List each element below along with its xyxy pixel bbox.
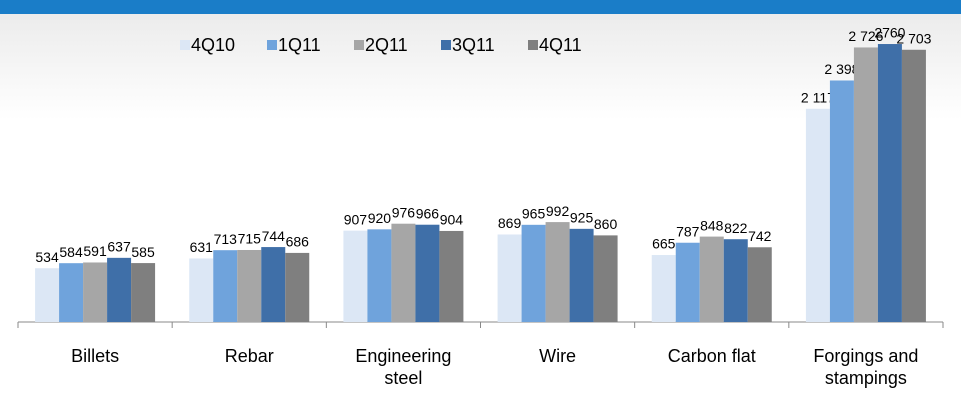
- bar: [439, 230, 464, 322]
- x-tick-label: Rebar: [224, 346, 274, 366]
- data-label: 665: [652, 236, 676, 252]
- data-label: 966: [416, 205, 440, 221]
- data-label: 637: [107, 239, 131, 255]
- data-label: 992: [546, 203, 570, 219]
- bar: [723, 239, 748, 322]
- bar: [521, 224, 546, 322]
- data-label: 925: [570, 210, 594, 226]
- legend-label: 2Q11: [365, 35, 408, 55]
- data-label: 920: [368, 210, 392, 226]
- data-label: 2 703: [896, 30, 931, 46]
- bar: [131, 263, 156, 322]
- header-bar: [0, 0, 961, 14]
- bar: [805, 108, 830, 322]
- data-label: 715: [238, 231, 262, 247]
- legend-label: 4Q11: [539, 35, 582, 55]
- bar: [189, 258, 214, 322]
- x-tick-label: Engineering steel: [355, 346, 452, 388]
- data-label: 591: [83, 243, 107, 259]
- data-label: 631: [190, 239, 214, 255]
- data-label: 713: [214, 231, 238, 247]
- legend-swatch: [528, 40, 538, 50]
- bar: [877, 44, 902, 323]
- legend-label: 1Q11: [278, 35, 321, 55]
- legend-label: 3Q11: [452, 35, 495, 55]
- bar: [343, 230, 368, 322]
- data-label: 787: [676, 223, 700, 239]
- data-label: 907: [344, 211, 368, 227]
- bar: [593, 235, 618, 322]
- bar: [213, 250, 238, 322]
- bar: [545, 222, 570, 322]
- x-tick-label: Carbon flat: [667, 346, 756, 366]
- data-label: 2 726: [848, 28, 883, 44]
- bar: [367, 229, 392, 322]
- data-label: 904: [440, 212, 464, 228]
- x-tick-label: Wire: [539, 346, 577, 366]
- bar: [415, 224, 440, 322]
- bar: [901, 49, 926, 322]
- bar: [829, 80, 854, 322]
- bar: [285, 252, 310, 322]
- data-label: 860: [594, 216, 618, 232]
- data-label: 2760: [874, 25, 905, 41]
- data-label: 822: [724, 220, 748, 236]
- bar: [107, 257, 132, 322]
- data-label: 2 117: [801, 89, 835, 105]
- data-label: 2 398: [824, 61, 859, 77]
- data-label: 965: [522, 206, 546, 222]
- data-label: 869: [498, 215, 522, 231]
- bar: [237, 249, 262, 322]
- legend-swatch: [441, 40, 451, 50]
- bar: [675, 242, 700, 322]
- bar: [569, 228, 594, 322]
- bar: [497, 234, 522, 322]
- x-tick-label: Forgings and stampings: [813, 346, 919, 388]
- bar: [391, 223, 416, 322]
- data-label: 585: [131, 244, 155, 260]
- bar: [747, 247, 772, 322]
- x-tick-label: Billets: [71, 346, 120, 366]
- legend-label: 4Q10: [191, 35, 235, 55]
- bar: [35, 268, 60, 322]
- bar: [83, 262, 108, 322]
- data-label: 534: [35, 249, 59, 265]
- legend-swatch: [267, 40, 277, 50]
- bar: [651, 255, 676, 322]
- bar: [853, 47, 878, 323]
- bar: [261, 247, 286, 322]
- legend-swatch: [354, 40, 364, 50]
- data-label: 744: [262, 228, 286, 244]
- data-label: 742: [748, 228, 772, 244]
- bar: [59, 263, 84, 322]
- data-label: 584: [59, 244, 83, 260]
- data-label: 848: [700, 217, 724, 233]
- legend-swatch: [180, 40, 190, 50]
- bar: [699, 236, 724, 322]
- data-label: 686: [286, 234, 310, 250]
- data-label: 976: [392, 204, 416, 220]
